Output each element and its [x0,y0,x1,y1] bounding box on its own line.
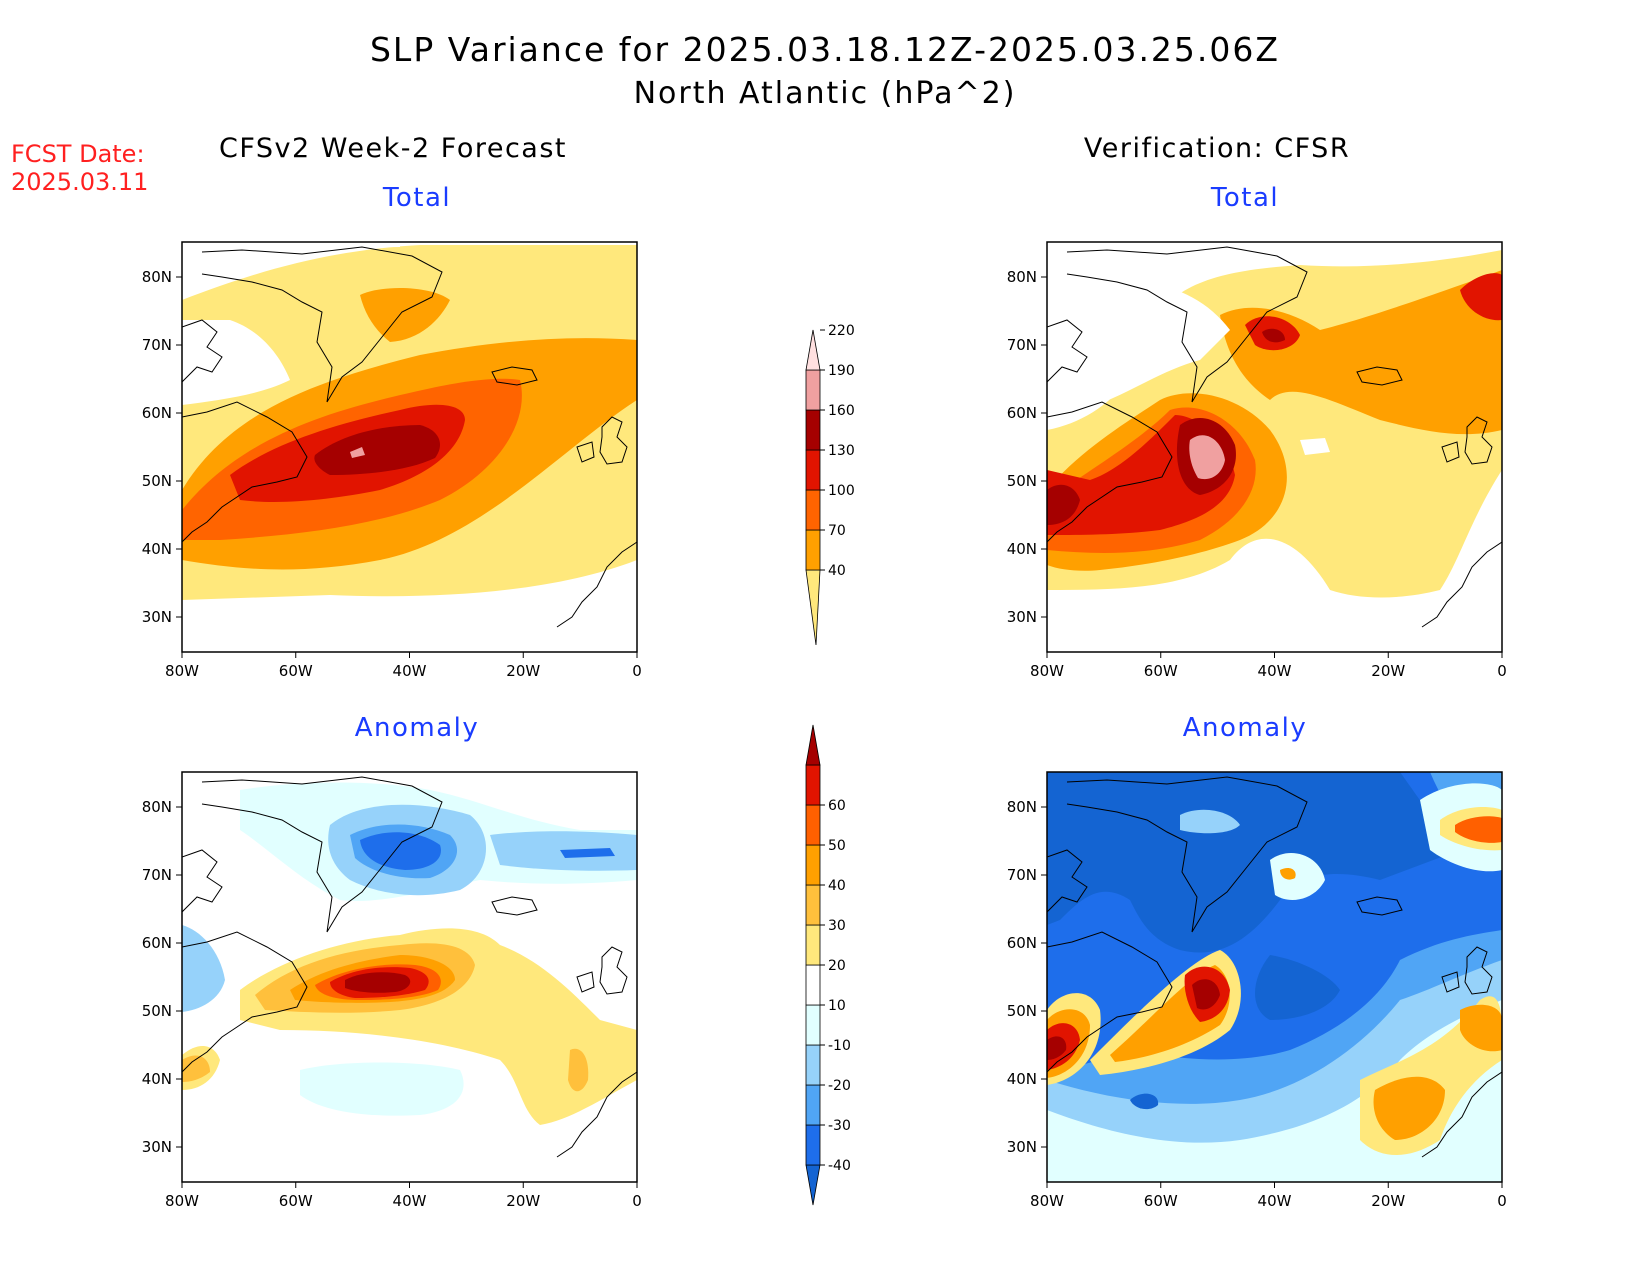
lon-label: 0 [632,662,642,680]
colorbar-level-label: 100 [828,483,855,499]
map-forecast-total [182,242,637,652]
lon-label: 60W [279,662,313,680]
colorbar-swatch [805,844,821,886]
panel-title-verification-anomaly: Anomaly [1182,713,1308,743]
lat-label: 80N [1007,798,1037,816]
colorbar-swatch [805,329,821,371]
colorbar-level-label: -40 [828,1158,851,1174]
lat-label: 50N [1007,1002,1037,1020]
colorbar-level-label: 70 [828,523,846,539]
lon-label: 40W [393,662,427,680]
colorbar-level-label: 160 [828,403,855,419]
colorbar-swatch [805,1044,821,1086]
colorbar-level-label: -30 [828,1118,851,1134]
lat-label: 30N [1007,608,1037,626]
lat-label: 80N [142,798,172,816]
colorbar-swatch [805,569,821,646]
colorbar-swatch [805,369,821,411]
lon-label: 20W [1371,1192,1405,1210]
lat-label: 30N [142,608,172,626]
main-subtitle: North Atlantic (hPa^2) [633,76,1017,111]
column-title-forecast: CFSv2 Week-2 Forecast [218,133,567,164]
axis-labels: 80W 60W 40W 20W 0 80N 70N 60N 50N 40N 30N 80W 60W 40W… [142,268,1507,1210]
lon-label: 40W [393,1192,427,1210]
lon-label: 80W [1030,662,1064,680]
map-verification-anomaly [1047,772,1502,1182]
lat-label: 50N [142,472,172,490]
colorbar-swatch [805,1164,821,1206]
colorbar-level-label: 40 [828,878,846,894]
lat-label: 60N [142,404,172,422]
lon-label: 20W [1371,662,1405,680]
lon-label: 80W [165,662,199,680]
colorbar-swatch [805,724,821,766]
lat-label: 70N [1007,336,1037,354]
lon-label: 0 [1497,662,1507,680]
map-forecast-anomaly [182,772,637,1182]
fcst-date-label: FCST Date: [11,140,145,168]
colorbar-swatch [805,409,821,451]
colorbar-swatch [805,804,821,846]
colorbar-level-label: -20 [828,1078,851,1094]
lat-label: 50N [1007,472,1037,490]
lat-label: 50N [142,1002,172,1020]
panel-title-forecast-total: Total [382,183,452,213]
lat-label: 60N [1007,934,1037,952]
lat-label: 40N [142,1070,172,1088]
colorbar-total: 40 70 100 130 160 190 220 [805,323,855,646]
colorbar-level-label: 130 [828,443,855,459]
panel-title-verification-total: Total [1210,183,1280,213]
lat-label: 40N [1007,540,1037,558]
colorbar-swatch [805,1004,821,1046]
lon-label: 40W [1258,662,1292,680]
colorbar-swatch [805,529,821,571]
lon-label: 20W [506,662,540,680]
lon-label: 40W [1258,1192,1292,1210]
lat-label: 70N [142,336,172,354]
lat-label: 60N [1007,404,1037,422]
lon-label: 20W [506,1192,540,1210]
lon-label: 80W [165,1192,199,1210]
lat-label: 40N [1007,1070,1037,1088]
lat-label: 60N [142,934,172,952]
lat-label: 30N [1007,1138,1037,1156]
fcst-date: FCST Date: 2025.03.11 [11,140,148,196]
colorbar-level-label: 50 [828,838,846,854]
colorbar-level-label: 40 [828,563,846,579]
fcst-date-value: 2025.03.11 [11,168,149,196]
colorbar-swatch [805,764,821,806]
colorbar-level-label: 220 [828,323,855,339]
colorbar-anomaly: -40 -30 -20 -10 10 20 30 40 50 60 [805,724,851,1206]
colorbar-level-label: 30 [828,918,846,934]
lon-label: 0 [1497,1192,1507,1210]
main-title: SLP Variance for 2025.03.18.12Z-2025.03.… [369,30,1281,69]
colorbar-swatch [805,489,821,531]
lat-label: 30N [142,1138,172,1156]
colorbar-level-label: 20 [828,958,846,974]
lat-label: 40N [142,540,172,558]
lon-label: 80W [1030,1192,1064,1210]
colorbar-swatch [805,884,821,926]
colorbar-level-label: 10 [828,998,846,1014]
colorbar-swatch [805,1084,821,1126]
colorbar-level-label: -10 [828,1038,851,1054]
lat-label: 70N [1007,866,1037,884]
lon-label: 60W [1144,1192,1178,1210]
colorbar-level-label: 60 [828,798,846,814]
colorbar-level-label: 190 [828,363,855,379]
lat-label: 80N [1007,268,1037,286]
column-title-verification: Verification: CFSR [1083,133,1351,164]
lat-label: 80N [142,268,172,286]
lon-label: 60W [279,1192,313,1210]
colorbar-swatch [805,1124,821,1166]
panel-title-forecast-anomaly: Anomaly [354,713,480,743]
colorbar-swatch [805,964,821,1006]
lon-label: 60W [1144,662,1178,680]
map-verification-total [1047,242,1502,652]
colorbar-swatch [805,924,821,966]
colorbar-swatch [805,449,821,491]
lon-label: 0 [632,1192,642,1210]
lat-label: 70N [142,866,172,884]
